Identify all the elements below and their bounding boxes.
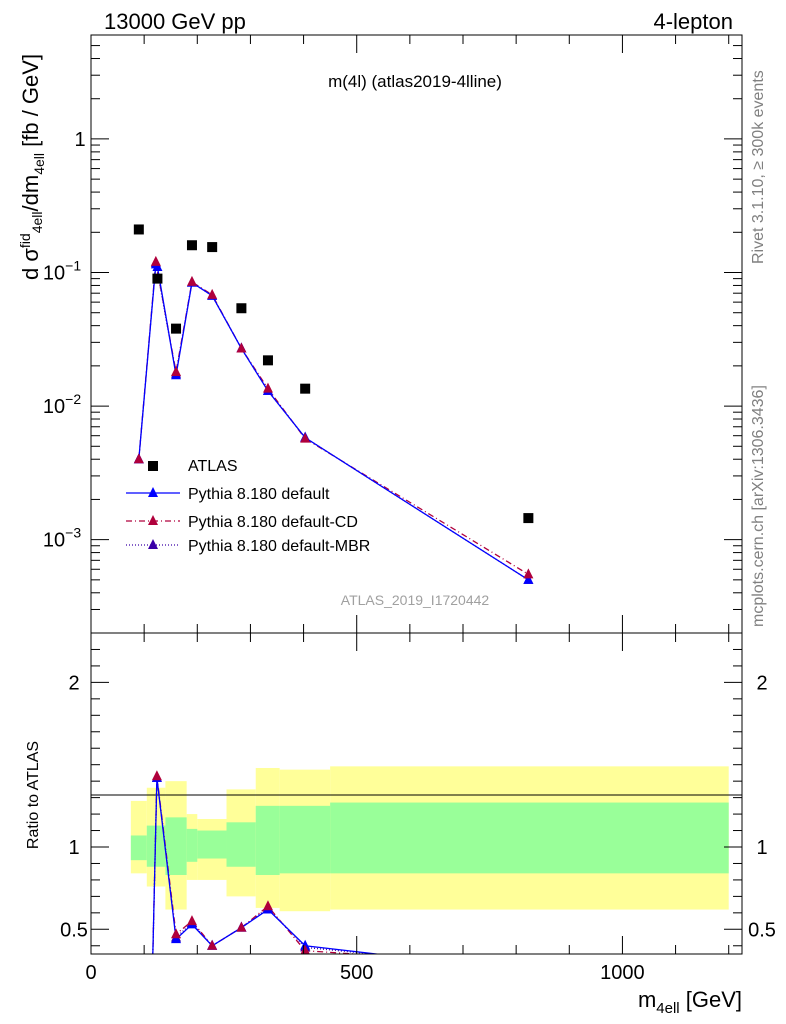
top-series	[133, 224, 534, 584]
top-x-ticks	[90, 35, 730, 633]
top-point-default	[152, 260, 163, 271]
legend-label-atlas: ATLAS	[188, 458, 238, 475]
uncertainty-band-inner	[130, 835, 147, 861]
atlas-point	[152, 273, 163, 284]
top-y-axis-label: d σfid4ell/dm4ell [fb / GeV]	[17, 54, 47, 280]
top-line-default	[138, 262, 529, 581]
legend-marker-default-cd	[148, 515, 158, 525]
top-point-default-cd	[236, 342, 247, 353]
top-point-default	[523, 573, 534, 584]
top-panel: 1 10−1 10−2 10−3 m(4l) (atlas2019-4lline) A…	[17, 34, 743, 634]
legend-label-default: Pythia 8.180 default	[188, 486, 330, 503]
xlabel-sub: 4ell	[656, 1000, 679, 1017]
top-point-default-cd	[171, 365, 182, 376]
ratio-y-tick-label-left: 1	[68, 837, 79, 859]
top-y-tick-label: 10−3	[43, 525, 81, 552]
ratio-series	[151, 770, 382, 954]
header-process: 4-lepton	[653, 9, 733, 34]
top-point-default-cd	[523, 568, 534, 579]
ratio-x-ticks: 0 500 1000	[85, 633, 730, 984]
ratio-point-default-cd	[171, 928, 182, 939]
ratio-point-default-cd	[186, 915, 197, 926]
ylabel-part-c: 4ell	[29, 211, 45, 233]
ratio-panel: 0.5 0.5 1 1 2 2 0 500 1000 Ratio to ATLAS m4ell…	[25, 632, 776, 1017]
ratio-y-ticks: 0.5 0.5 1 1 2 2	[60, 648, 776, 947]
uncertainty-band-inner	[255, 805, 280, 875]
header-energy: 13000 GeV pp	[104, 9, 246, 34]
top-point-default-cd	[186, 275, 197, 286]
ratio-y-tick-label-right: 2	[756, 672, 767, 694]
x-tick-label: 0	[85, 962, 96, 984]
legend: ATLAS Pythia 8.180 default Pythia 8.180 …	[126, 458, 370, 555]
top-point-default-cd	[300, 432, 311, 443]
top-y-tick-label: 10−2	[43, 391, 81, 418]
atlas-point	[523, 513, 534, 524]
ratio-line-default	[152, 777, 382, 954]
atlas-point	[236, 303, 247, 314]
top-line-default-mbr	[138, 262, 529, 581]
top-y-tick-label: 10−1	[43, 258, 81, 285]
x-axis-label: m4ell [GeV]	[638, 987, 742, 1017]
legend-label-default-cd: Pythia 8.180 default-CD	[188, 514, 358, 531]
ratio-y-tick-label-right: 0.5	[748, 919, 776, 941]
xlabel-unit: [GeV]	[680, 987, 742, 1012]
ratio-y-tick-label-right: 1	[756, 837, 767, 859]
atlas-point	[171, 323, 182, 334]
ratio-y-axis-label: Ratio to ATLAS	[25, 741, 42, 849]
ratio-point-default-cd	[151, 770, 162, 781]
ratio-bands	[130, 766, 729, 912]
ylabel-part-a: d σ	[18, 248, 43, 280]
atlas-point	[207, 242, 218, 253]
uncertainty-band-inner	[165, 817, 187, 875]
plot-title: m(4l) (atlas2019-4lline)	[328, 72, 502, 91]
top-point-default-cd	[207, 288, 218, 299]
legend-marker-atlas	[148, 461, 158, 471]
ratio-y-tick-label-left: 2	[68, 672, 79, 694]
ylabel-part-f: [fb / GeV]	[18, 54, 43, 153]
uncertainty-band-inner	[146, 825, 166, 867]
uncertainty-band-inner	[330, 802, 729, 874]
ratio-point-default-cd	[236, 921, 247, 932]
atlas-point	[186, 240, 197, 251]
legend-marker-default-mbr	[148, 539, 158, 549]
x-tick-label: 500	[340, 962, 373, 984]
ratio-y-tick-label-left: 0.5	[60, 919, 88, 941]
top-point-default-cd	[150, 255, 161, 266]
uncertainty-band-inner	[279, 805, 331, 874]
top-point-default-cd	[262, 382, 273, 393]
top-point-default-cd	[133, 453, 144, 464]
ratio-frame	[90, 632, 743, 955]
ylabel-part-e: 4ell	[31, 153, 47, 175]
atlas-point	[133, 224, 144, 235]
ratio-line-default-cd	[152, 776, 365, 954]
top-y-ticks: 1 10−1 10−2 10−3	[43, 34, 742, 634]
atlas-point	[300, 383, 311, 394]
x-tick-label: 1000	[600, 962, 645, 984]
mcplots-label: mcplots.cern.ch [arXiv:1306.3436]	[750, 385, 767, 627]
ratio-point-default-cd	[207, 939, 218, 950]
legend-marker-default	[148, 487, 158, 497]
atlas-point	[262, 355, 273, 366]
legend-label-default-mbr: Pythia 8.180 default-MBR	[188, 538, 370, 555]
ratio-point-default-cd	[300, 944, 310, 954]
rivet-label: Rivet 3.1.10, ≥ 300k events	[750, 70, 767, 264]
top-y-tick-label: 1	[74, 129, 85, 151]
ylabel-part-d: /dm	[18, 175, 43, 212]
ylabel-part-b: fid	[17, 233, 33, 248]
uncertainty-band-inner	[197, 830, 227, 859]
uncertainty-band-inner	[186, 828, 198, 862]
ratio-point-default-cd	[262, 900, 273, 911]
xlabel-base: m	[638, 987, 656, 1012]
plot-watermark: ATLAS_2019_I1720442	[341, 592, 490, 608]
uncertainty-band-inner	[226, 822, 256, 867]
